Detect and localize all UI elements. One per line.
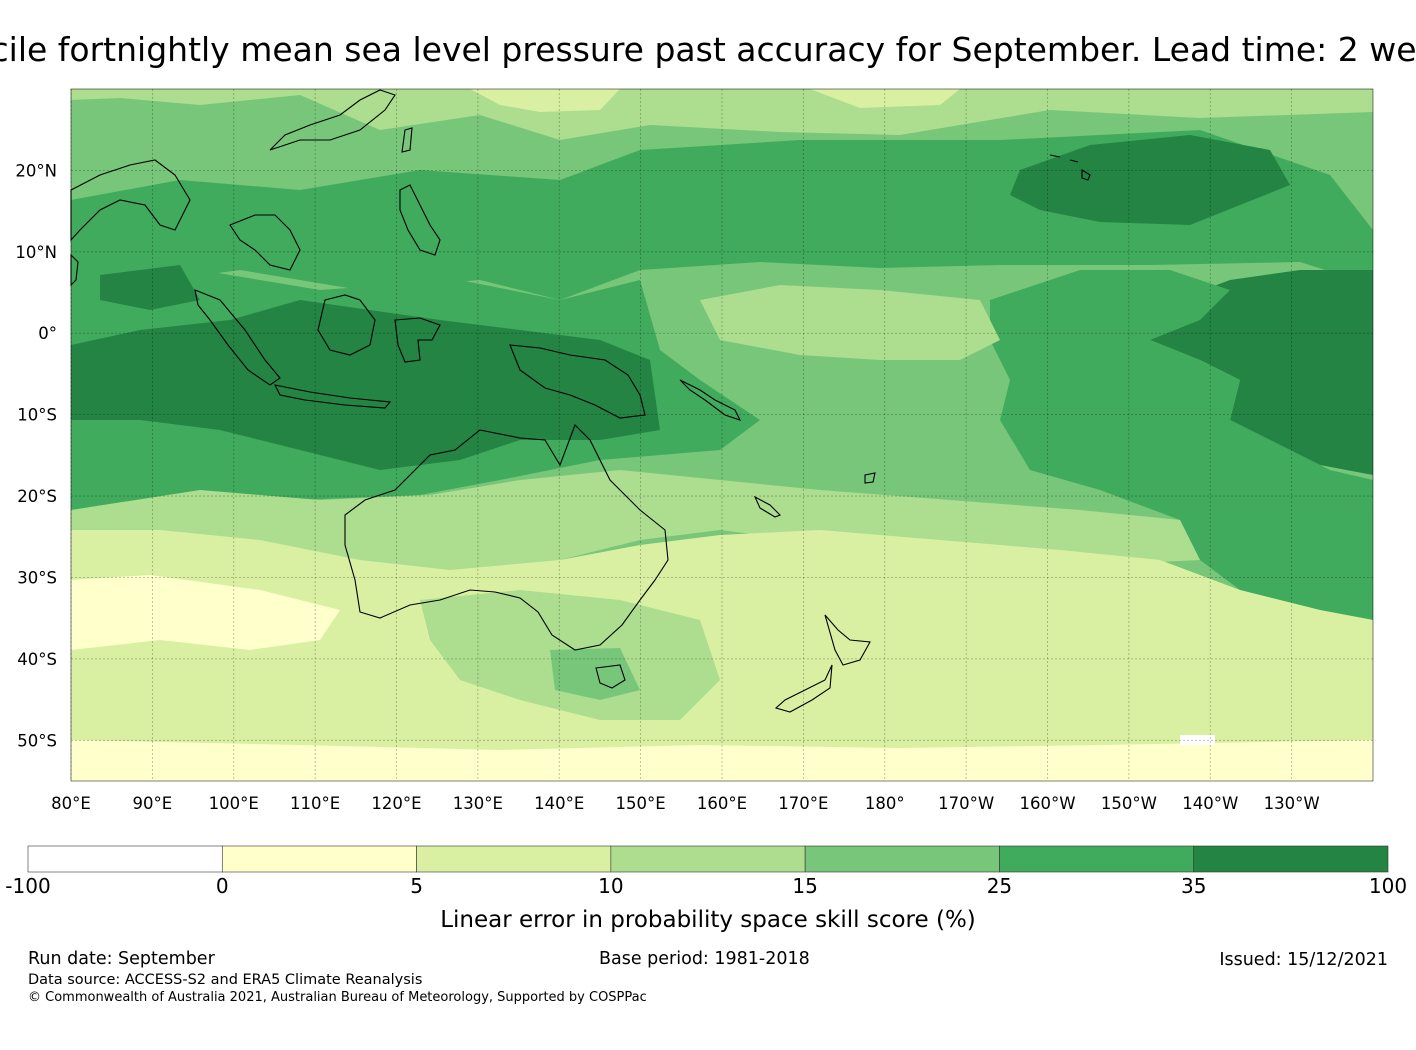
lon-label: 180°: [865, 794, 905, 813]
lon-label: 170°E: [778, 794, 828, 813]
north-light-band: [71, 89, 1373, 140]
issued-date: Issued: 15/12/2021: [1219, 950, 1388, 970]
new-caledonia-coast: [753, 495, 781, 518]
longitude-labels: 80°E 90°E 100°E 110°E 120°E 130°E 140°E 150°E 16…: [51, 794, 1319, 813]
tasmania-coast: [595, 664, 626, 689]
lon-label: 130°E: [453, 794, 503, 813]
lon-label: 160°W: [1019, 794, 1075, 813]
colorbar-tick-label: 5: [410, 874, 423, 898]
indochina-coast: [229, 214, 301, 271]
lat-label: 40°S: [17, 650, 57, 669]
colorbar: -100 0 5 10 15 25 35 100: [5, 845, 1407, 898]
colorbar-segment: [804, 845, 1000, 873]
southern-low-skill-south: [71, 740, 1373, 781]
lon-label: 100°E: [209, 794, 259, 813]
colorbar-tick-label: -100: [5, 874, 50, 898]
north-lightest-patch: [470, 89, 620, 112]
lat-label: 20°N: [15, 161, 57, 180]
lon-label: 90°E: [133, 794, 173, 813]
new-guinea-coast: [509, 344, 646, 419]
southern-band-5-10: [71, 530, 1373, 781]
lon-label: 160°E: [697, 794, 747, 813]
lon-label: 140°W: [1182, 794, 1238, 813]
map-field: [71, 89, 1373, 781]
lat-label: 0°: [38, 324, 57, 343]
sumatra-coast: [194, 289, 281, 386]
lat-label: 10°N: [15, 243, 57, 262]
colorbar-segment: [1193, 845, 1389, 873]
colorbar-tick-label: 25: [987, 874, 1012, 898]
central-pacific-high: [1150, 270, 1373, 475]
lon-label: 80°E: [51, 794, 91, 813]
copyright: © Commonwealth of Australia 2021, Austra…: [28, 990, 647, 1005]
lon-label: 170°W: [938, 794, 994, 813]
lon-label: 150°E: [616, 794, 666, 813]
negative-skill-patch: [1180, 735, 1215, 745]
fiji-islands: [864, 472, 876, 484]
colorbar-segment: [416, 845, 612, 873]
tasmania-patch: [550, 648, 640, 700]
hawaii-region-high: [1010, 135, 1290, 225]
colorbar-tick-label: 10: [598, 874, 623, 898]
colorbar-segment: [610, 845, 806, 873]
india-coast: [70, 159, 191, 242]
run-date: Run date: September: [28, 949, 215, 969]
colorbar-segment: [27, 845, 223, 873]
colorbar-tick-label: 100: [1369, 874, 1407, 898]
lat-label: 20°S: [17, 487, 57, 506]
equatorial-light-patch: [700, 285, 1000, 360]
borneo-coast: [317, 294, 376, 356]
taiwan-coast: [401, 127, 413, 153]
colorbar-segment: [999, 845, 1195, 873]
colorbar-tick-label: 15: [792, 874, 817, 898]
colorbar-segment: [221, 845, 417, 873]
lon-label: 110°E: [290, 794, 340, 813]
new-zealand-north: [824, 614, 871, 666]
bay-of-bengal-high: [100, 265, 200, 310]
sulawesi-coast: [394, 317, 441, 363]
coastlines: [70, 89, 1091, 713]
map-frame: [70, 88, 1374, 782]
lon-label: 150°W: [1101, 794, 1157, 813]
southern-low-skill-west: [71, 575, 340, 650]
australia-coast: [344, 424, 669, 651]
lon-label: 130°W: [1264, 794, 1320, 813]
north-lightest-patch-2: [810, 89, 960, 108]
new-zealand-south: [774, 664, 833, 713]
solomon-islands: [679, 379, 742, 421]
java-coast: [274, 384, 392, 409]
philippines-coast: [399, 184, 441, 256]
latitude-labels: 20°N 10°N 0° 10°S 20°S 30°S 40°S 50°S: [15, 161, 57, 750]
colorbar-tick-label: 35: [1181, 874, 1206, 898]
lat-label: 30°S: [17, 568, 57, 587]
colorbar-tick-label: 0: [216, 874, 229, 898]
colorbar-title: Linear error in probability space skill …: [440, 907, 976, 933]
maritime-continent-high: [71, 300, 660, 470]
east-pacific-25-35: [990, 270, 1373, 620]
lon-label: 120°E: [371, 794, 421, 813]
china-coast: [269, 89, 396, 151]
data-source: Data source: ACCESS-S2 and ERA5 Climate …: [28, 972, 423, 988]
base-period: Base period: 1981-2018: [599, 949, 810, 969]
lat-label: 10°S: [17, 406, 57, 425]
lat-label: 50°S: [17, 731, 57, 750]
hawaii-islands: [1049, 154, 1091, 181]
map-title: Tercile fortnightly mean sea level press…: [0, 30, 1416, 69]
subtropical-moderate: [71, 470, 1200, 580]
lon-label: 140°E: [534, 794, 584, 813]
